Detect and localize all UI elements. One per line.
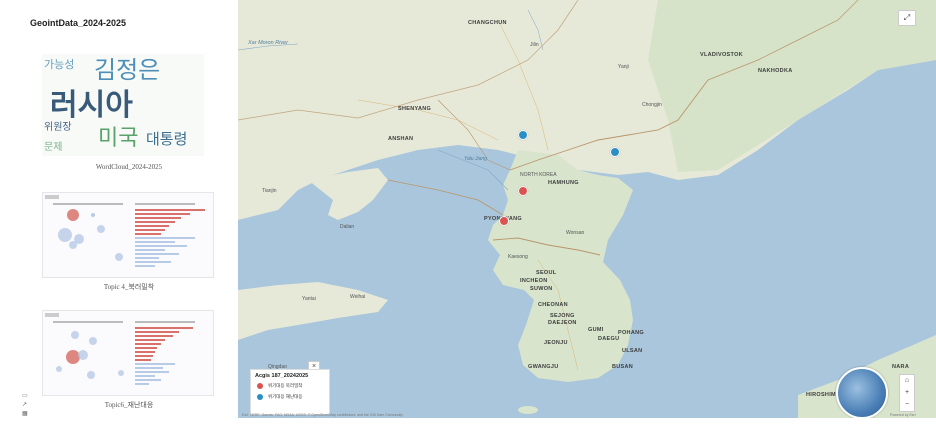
label-shenyang: SHENYANG	[398, 106, 432, 112]
label-suwon: SUWON	[530, 286, 553, 292]
zoom-out-button[interactable]: −	[904, 401, 910, 408]
label-yanji: Yanji	[618, 64, 629, 70]
sidebar-grid-icon[interactable]: ▦	[22, 411, 28, 417]
label-dalian: Dalian	[340, 224, 355, 230]
wordcloud-word: 위원장	[44, 122, 72, 133]
zoom-in-button[interactable]: +	[904, 389, 910, 396]
bottom-bar	[0, 418, 936, 424]
map-marker-blue[interactable]	[518, 130, 528, 140]
label-weihai: Weihai	[350, 294, 366, 300]
topic4-chart-image	[45, 195, 205, 267]
sidebar-title: GeointData_2024-2025	[30, 18, 127, 28]
label-wonsan: Wonsan	[566, 230, 585, 236]
globe-overview-icon[interactable]	[836, 367, 888, 418]
label-gwangju: GWANGJU	[528, 364, 559, 370]
legend-label: 위기대응 재난대응	[268, 394, 303, 399]
topic6-caption: Topic6_재난대응	[104, 401, 154, 409]
label-ulsan: ULSAN	[622, 348, 643, 354]
label-pohang: POHANG	[618, 330, 644, 336]
legend-swatch-red	[257, 383, 263, 389]
label-daegu: DAEGU	[598, 336, 620, 342]
map-marker-red[interactable]	[499, 216, 509, 226]
legend-title: Acgis 187_20242025	[255, 373, 309, 379]
wordcloud-word: 러시아	[50, 88, 133, 123]
map-attribution: Esri, HERE, Garmin, FAO, NOAA, USGS, © O…	[242, 413, 403, 417]
label-tianjin: Tianjin	[262, 188, 277, 194]
wordcloud-word: 미국	[98, 126, 139, 151]
label-busan: BUSAN	[612, 364, 634, 370]
label-changchun: CHANGCHUN	[468, 20, 507, 26]
topic6-chart-image	[45, 313, 195, 385]
wordcloud-word: 가능성	[44, 58, 75, 71]
fullscreen-button[interactable]: ⤢	[898, 10, 916, 26]
home-icon[interactable]: ⌂	[904, 377, 910, 384]
label-qingdao: Qingdao	[268, 364, 287, 370]
label-gumi: GUMI	[588, 327, 604, 333]
map-marker-blue[interactable]	[610, 147, 620, 157]
web-map[interactable]: CHANGCHUN SHENYANG ANSHAN PYONGYANG HAMH…	[238, 0, 936, 418]
zoom-controls: ⌂ + −	[899, 374, 915, 412]
label-sejong: SEJONG	[550, 313, 575, 319]
basemap	[238, 0, 936, 418]
sidebar-menu-icon[interactable]: ▭	[22, 393, 28, 399]
label-hiroshima: HIROSHIMA	[806, 392, 841, 398]
label-hamhung: HAMHUNG	[548, 180, 579, 186]
label-incheon: INCHEON	[520, 278, 548, 284]
sidebar-share-icon[interactable]: ↗	[22, 402, 28, 408]
label-nara: NARA	[892, 364, 910, 370]
legend-label: 위기대응 북러밀착	[268, 383, 303, 388]
map-marker-red[interactable]	[518, 186, 528, 196]
label-chongjin: Chongjin	[642, 102, 662, 108]
label-jeonju: JEONJU	[544, 340, 568, 346]
topic4-thumbnail[interactable]	[42, 192, 214, 278]
label-yalu-river: Yalu Jiang	[464, 156, 487, 162]
wordcloud-word: 문제	[44, 142, 63, 153]
label-anshan: ANSHAN	[388, 136, 414, 142]
label-cheonan: CHEONAN	[538, 302, 568, 308]
label-daejeon: DAEJEON	[548, 320, 577, 326]
label-yantai: Yantai	[302, 296, 316, 302]
powered-by-esri[interactable]: Powered by Esri	[890, 413, 916, 417]
label-seoul: SEOUL	[536, 270, 557, 276]
label-vladivostok: VLADIVOSTOK	[700, 52, 743, 58]
label-nakhodka: NAKHODKA	[758, 68, 793, 74]
label-kaesong: Kaesong	[508, 254, 528, 260]
map-legend: Acgis 187_20242025 위기대응 북러밀착 위기대응 재난대응	[250, 369, 330, 415]
topic6-thumbnail[interactable]	[42, 310, 214, 396]
wordcloud-image: 김정은 가능성 러시아 위원장 미국 대통령 문제	[42, 54, 204, 156]
sidebar-icons: ▭ ↗ ▦	[22, 392, 28, 419]
topic4-caption: Topic 4_북러밀착	[103, 283, 155, 291]
wordcloud-word: 대통령	[146, 130, 188, 148]
wordcloud-caption: WordCloud_2024-2025	[95, 163, 163, 171]
label-jilin: Jilin	[530, 42, 539, 48]
label-north-korea: NORTH KOREA	[520, 172, 557, 178]
legend-swatch-blue	[257, 394, 263, 400]
wordcloud-word: 김정은	[94, 56, 161, 84]
label-xar-moron-river: Xar Moron River	[248, 40, 289, 46]
story-sidebar: GeointData_2024-2025 김정은 가능성 러시아 위원장 미국 …	[0, 0, 238, 424]
